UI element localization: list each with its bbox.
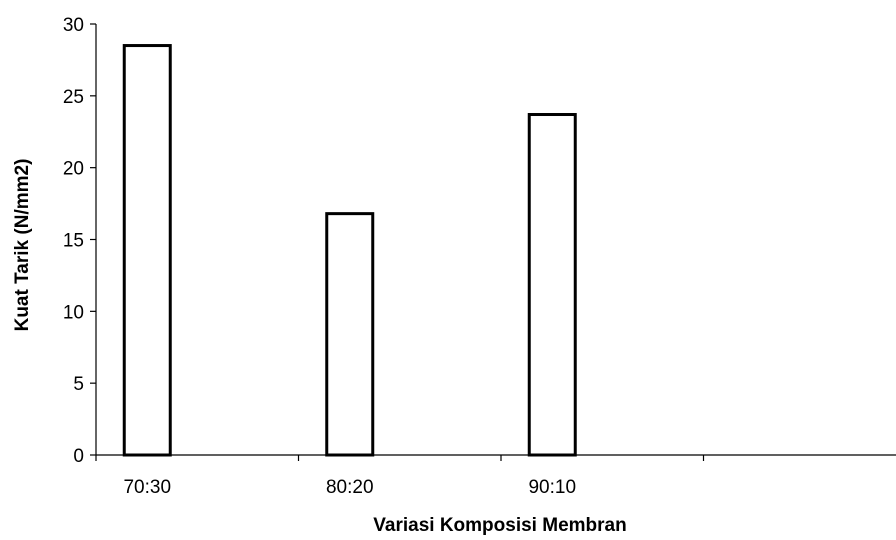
x-tick-label: 70:30 (123, 477, 171, 498)
y-tick-label: 10 (63, 302, 84, 323)
x-tick-label: 90:10 (528, 477, 576, 498)
bar-70-30 (122, 44, 172, 457)
bar-80-20 (325, 212, 375, 457)
y-tick-label: 15 (63, 231, 84, 252)
y-tick-label: 25 (63, 87, 84, 108)
y-tick-label: 20 (63, 159, 84, 180)
y-axis-title: Kuat Tarik (N/mm2) (12, 159, 33, 332)
y-tick-label: 0 (73, 446, 84, 467)
x-tick-label: 80:20 (326, 477, 374, 498)
bar-90-10 (527, 113, 577, 457)
plot-area: 0 5 10 15 20 25 30 70:30 80:20 90:10 (63, 15, 896, 498)
y-tick-label: 30 (63, 15, 84, 36)
y-tick-label: 5 (73, 374, 84, 395)
x-axis-title: Variasi Komposisi Membran (373, 515, 626, 536)
